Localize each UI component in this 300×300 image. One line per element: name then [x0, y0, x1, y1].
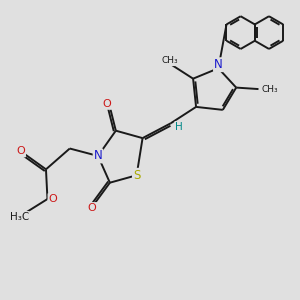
- Text: S: S: [133, 169, 140, 182]
- Text: N: N: [214, 58, 223, 71]
- Text: O: O: [48, 194, 57, 204]
- Text: CH₃: CH₃: [262, 85, 278, 94]
- Text: H: H: [175, 122, 183, 132]
- Text: N: N: [94, 149, 102, 162]
- Text: H₃C: H₃C: [10, 212, 29, 222]
- Text: O: O: [88, 203, 96, 213]
- Text: O: O: [16, 146, 25, 157]
- Text: O: O: [103, 99, 111, 109]
- Text: CH₃: CH₃: [161, 56, 178, 65]
